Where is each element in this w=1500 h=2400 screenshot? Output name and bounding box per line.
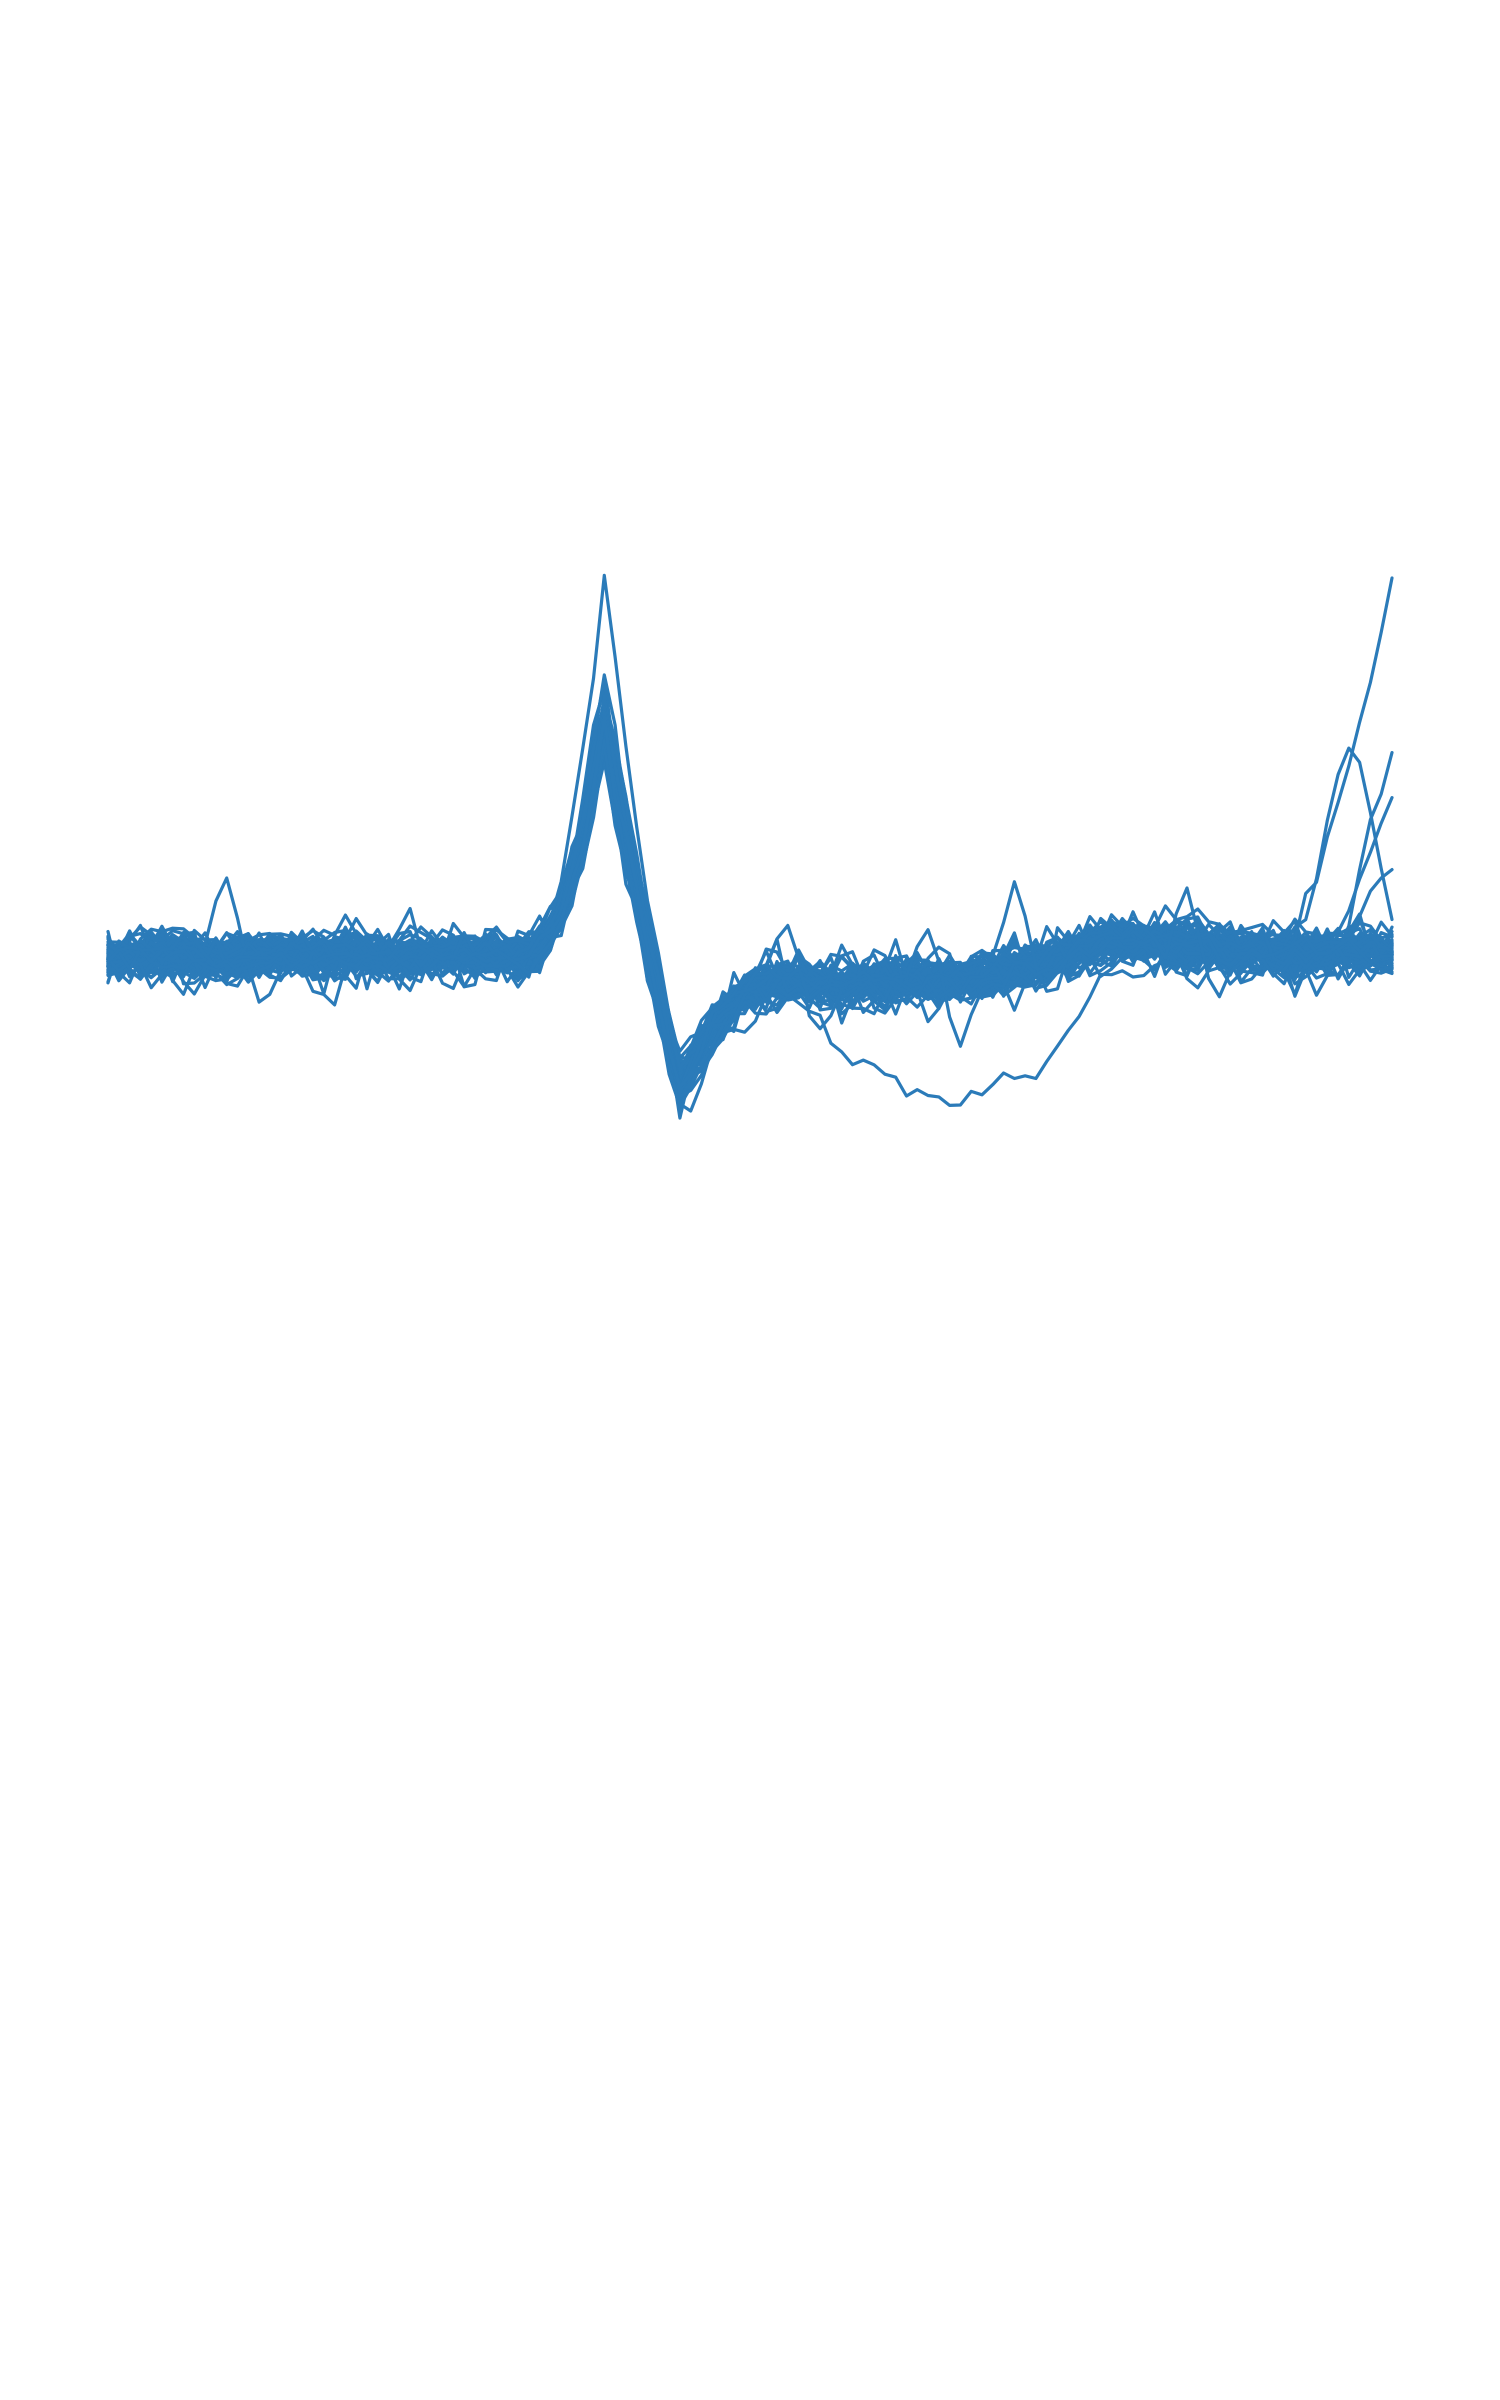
waveform-trace [106,733,1394,1060]
waveform-trace [106,712,1394,1074]
waveform-trace [106,711,1394,1100]
waveform-trace-late-rise [106,694,1394,1090]
waveform-trace [106,678,1394,1112]
waveform-trace-late-rise [106,702,1394,1091]
waveform-trace [106,748,1394,1083]
waveform-trace [106,673,1394,1101]
waveform-trace-isolated-spike [106,710,1394,1070]
waveform-trace [106,709,1394,1066]
waveform-trace [106,714,1394,1087]
waveform-trace [106,703,1394,1093]
waveform-trace [106,723,1394,1074]
waveform-trace [106,711,1394,1099]
waveform-trace [106,708,1394,1066]
waveform-trace [106,724,1394,1069]
waveform-trace-isolated-spike [106,705,1394,1091]
waveform-trace-late-rise [106,721,1394,1086]
waveform-trace [106,720,1394,1073]
waveform-trace [106,687,1394,1081]
waveform-trace [106,705,1394,1080]
waveform-trace-isolated-spike [106,705,1394,1093]
waveform-trace [106,720,1394,1071]
waveform-trace [106,699,1394,1100]
waveform-trace [106,742,1394,1086]
waveform-trace [106,713,1394,1065]
waveform-trace [106,705,1394,1076]
waveform-trace [106,708,1394,1081]
waveform-trace [106,739,1394,1072]
waveform-trace-isolated-spike [106,715,1394,1089]
waveform-trace [106,701,1394,1066]
waveform-trace [106,760,1394,1072]
waveform-trace [106,720,1394,1096]
waveform-trace [106,716,1394,1114]
waveform-trace [106,703,1394,1113]
waveform-trace [106,718,1394,1074]
waveform-trace [106,732,1394,1096]
waveform-traces [106,573,1394,1120]
waveform-trace [106,737,1394,1071]
waveform-trace [106,744,1394,1061]
waveform-trace-large-spike [106,573,1394,1098]
waveform-trace [106,729,1394,1074]
waveform-trace [106,700,1394,1090]
waveform-trace [106,696,1394,1091]
waveform-trace-isolated-spike [106,718,1394,1095]
waveform-trace [106,711,1394,1099]
waveform-trace [106,710,1394,1103]
waveform-trace [106,718,1394,1098]
